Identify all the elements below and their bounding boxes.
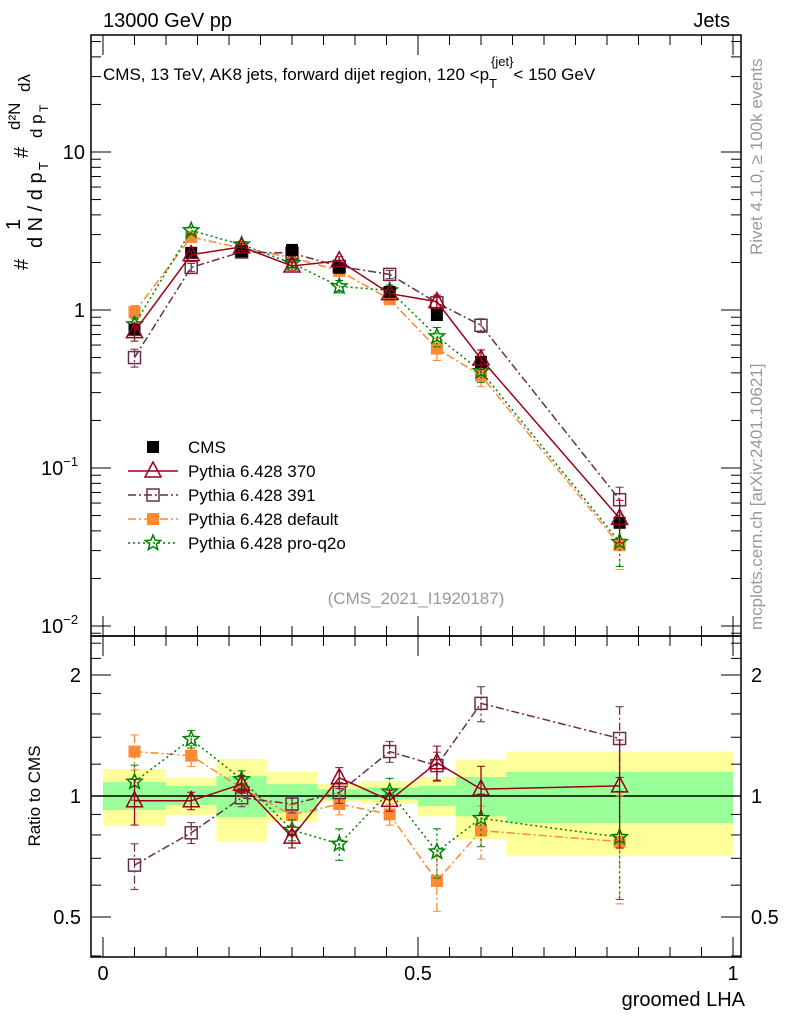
data-point xyxy=(329,276,349,295)
data-point xyxy=(232,773,251,791)
data-point xyxy=(610,507,629,526)
data-point xyxy=(282,255,302,273)
svg-text:dλ: dλ xyxy=(15,74,34,92)
data-point xyxy=(184,260,198,275)
data-point xyxy=(128,745,141,758)
data-point xyxy=(427,326,447,345)
legend-label: Pythia 6.428 370 xyxy=(188,462,316,481)
legend-label: Pythia 6.428 default xyxy=(188,510,339,529)
data-point xyxy=(286,243,298,256)
series-main-1 xyxy=(125,236,629,544)
y-tick-label: 10−2 xyxy=(41,612,78,638)
data-point xyxy=(380,789,399,808)
legend-label: Pythia 6.428 391 xyxy=(188,486,316,505)
data-point xyxy=(610,531,630,551)
legend-entry: Pythia 6.428 370 xyxy=(128,460,316,481)
legend-marker xyxy=(143,460,163,478)
rivet-label: Rivet 4.1.0, ≥ 100k events xyxy=(747,59,766,255)
data-point xyxy=(471,361,491,380)
data-point xyxy=(125,321,144,339)
data-point xyxy=(181,220,201,239)
data-point xyxy=(181,729,201,748)
data-point xyxy=(471,808,491,827)
svg-text:T: T xyxy=(36,162,51,170)
y-tick-label: 10 xyxy=(63,142,85,164)
ratio-y-tick-label-right: 2 xyxy=(751,665,762,687)
data-point xyxy=(427,841,447,860)
data-point xyxy=(430,874,443,887)
x-axis-label: groomed LHA xyxy=(622,989,746,1011)
data-point xyxy=(181,244,201,262)
data-point xyxy=(181,790,201,808)
plot-title: CMS, 13 TeV, AK8 jets, forward dijet reg… xyxy=(103,54,596,91)
data-point xyxy=(471,778,491,796)
legend-entry: Pythia 6.428 pro-q2o xyxy=(128,532,346,553)
series-ratio-4 xyxy=(124,729,630,900)
x-tick-label: 1 xyxy=(727,963,738,985)
svg-text:#: # xyxy=(11,146,33,158)
x-tick-label: 0.5 xyxy=(404,963,432,985)
data-point xyxy=(430,308,443,321)
ratio-y-tick-label: 0.5 xyxy=(53,907,81,929)
data-point xyxy=(128,306,141,319)
data-point xyxy=(610,775,629,793)
svg-text:#: # xyxy=(11,258,33,270)
series-ratio-1 xyxy=(125,739,629,849)
data-point xyxy=(329,833,349,853)
data-point xyxy=(382,267,397,282)
data-point xyxy=(427,291,447,309)
svg-text:d N / d p: d N / d p xyxy=(25,172,47,248)
legend-marker xyxy=(143,532,163,552)
data-point xyxy=(474,696,488,711)
legend-entry: CMS xyxy=(147,438,226,457)
data-point xyxy=(427,752,447,770)
data-point xyxy=(232,236,251,254)
data-point xyxy=(330,250,349,268)
data-point xyxy=(282,826,302,844)
legend-label: Pythia 6.428 pro-q2o xyxy=(188,534,346,553)
series-line xyxy=(134,750,620,883)
y-tick-label: 10−1 xyxy=(41,454,78,480)
data-point xyxy=(333,798,346,811)
legend-marker xyxy=(147,441,159,453)
data-point xyxy=(184,826,198,840)
data-point xyxy=(127,350,142,365)
header-left: 13000 GeV pp xyxy=(103,10,232,32)
ratio-y-label: Ratio to CMS xyxy=(25,745,44,846)
data-point xyxy=(380,283,399,301)
series-line xyxy=(134,702,620,866)
y-axis-label: # 1 d N / d p T # d²N d p T dλ xyxy=(3,74,51,270)
ratio-y-tick-label: 2 xyxy=(70,665,81,687)
legend-entry: Pythia 6.428 default xyxy=(128,510,339,529)
data-point xyxy=(382,744,397,759)
data-point xyxy=(471,348,491,366)
data-point xyxy=(474,318,488,333)
svg-text:T: T xyxy=(37,104,51,112)
legend-marker xyxy=(146,488,160,502)
ratio-y-tick-label-right: 0.5 xyxy=(751,907,779,929)
svg-text:1: 1 xyxy=(3,219,25,230)
analysis-id: (CMS_2021_I1920187) xyxy=(328,589,505,608)
mcplots-label: mcplots.cern.ch [arXiv:2401.10621] xyxy=(747,364,766,630)
ratio-y-tick-label: 1 xyxy=(70,786,81,808)
ratio-y-tick-label-right: 1 xyxy=(751,786,762,808)
header-right: Jets xyxy=(693,10,730,32)
legend-label: CMS xyxy=(188,438,226,457)
svg-text:d²N: d²N xyxy=(5,103,24,130)
data-point xyxy=(430,342,443,355)
legend-entry: Pythia 6.428 391 xyxy=(128,486,316,505)
x-tick-label: 0 xyxy=(97,963,108,985)
svg-text:d p: d p xyxy=(27,114,46,138)
data-point xyxy=(185,749,198,762)
data-point xyxy=(125,790,144,808)
data-point xyxy=(127,858,142,872)
y-tick-label: 1 xyxy=(74,300,85,322)
data-point xyxy=(285,797,299,811)
legend-marker xyxy=(147,513,159,525)
data-point xyxy=(330,767,349,785)
data-point xyxy=(286,808,298,821)
